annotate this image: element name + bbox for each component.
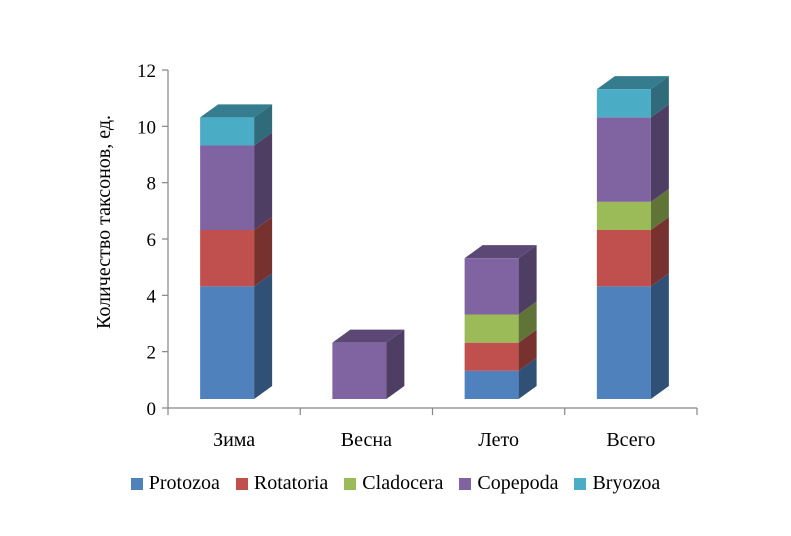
x-category-label: Лето	[478, 429, 519, 451]
bar-side	[518, 245, 537, 315]
bar-top	[200, 104, 273, 118]
legend-item: Rotatoria	[235, 472, 329, 495]
x-category-label: Весна	[341, 429, 392, 451]
bar-side	[518, 301, 537, 343]
y-tick-label: 12	[137, 61, 156, 82]
y-tick-label: 0	[147, 399, 157, 420]
legend-swatch	[459, 477, 472, 490]
y-tick-label: 6	[147, 230, 157, 251]
bar-front	[332, 342, 387, 399]
bar-side	[650, 188, 669, 230]
x-category-label: Зима	[213, 429, 255, 451]
legend-label: Cladocera	[362, 472, 444, 494]
legend-item: Copepoda	[459, 472, 558, 495]
y-tick-label: 8	[147, 174, 157, 195]
x-categories: Зима Весна Лето Всего	[213, 429, 655, 451]
bar-segment-bryozoa	[596, 76, 669, 118]
bar-side	[254, 217, 273, 287]
bar-side	[386, 329, 405, 399]
bar-side	[518, 357, 537, 399]
y-ticks: 0 2 4 6 8 10 12	[137, 61, 157, 420]
y-tick-label: 4	[147, 286, 157, 307]
bar-segment-copepoda	[332, 329, 405, 399]
bar-front	[464, 370, 519, 399]
bar-segment-rotatoria	[200, 217, 273, 287]
bar-front	[464, 314, 519, 343]
legend-label: Bryozoa	[592, 472, 661, 494]
bar-front	[200, 117, 255, 146]
legend-label: Copepoda	[477, 472, 559, 494]
bar-segment-protozoa	[200, 273, 273, 399]
legend: Protozoa Rotatoria Cladocera Copepoda Bryozo…	[0, 472, 791, 495]
y-tick-label: 2	[147, 343, 157, 364]
legend-item: Cladocera	[344, 472, 443, 495]
bar-segment-copepoda	[200, 132, 273, 230]
x-category-label: Всего	[606, 429, 655, 451]
bar-segment-copepoda	[464, 245, 537, 315]
bar-front	[596, 89, 651, 118]
bar-side	[518, 329, 537, 371]
bar-front	[596, 117, 651, 202]
bar-front	[596, 286, 651, 399]
bar-side	[254, 104, 273, 146]
legend-item: Protozoa	[130, 472, 220, 495]
bars	[200, 76, 669, 399]
legend-swatch	[235, 477, 248, 490]
legend-item: Bryozoa	[574, 472, 660, 495]
bar-segment-copepoda	[596, 104, 669, 202]
bar-top	[332, 329, 405, 343]
bar-top	[464, 245, 537, 259]
legend-label: Protozoa	[148, 472, 220, 494]
bar-side	[254, 132, 273, 230]
legend-swatch	[130, 477, 143, 490]
bar-side	[650, 273, 669, 399]
bar-front	[200, 230, 255, 287]
bar-segment-bryozoa	[200, 104, 273, 146]
bar-front	[200, 145, 255, 230]
bar-top	[596, 76, 669, 90]
bar-front	[596, 201, 651, 230]
bar-side	[650, 217, 669, 287]
bar-front	[200, 286, 255, 399]
bar-front	[596, 230, 651, 287]
bar-front	[464, 258, 519, 315]
bar-segment-cladocera	[596, 188, 669, 230]
legend-swatch	[574, 477, 587, 490]
bar-side	[254, 273, 273, 399]
bar-segment-cladocera	[464, 301, 537, 343]
bar-segment-protozoa	[596, 273, 669, 399]
legend-label: Rotatoria	[253, 472, 329, 494]
y-tick-label: 10	[137, 117, 156, 138]
legend-swatch	[344, 477, 357, 490]
bar-side	[650, 76, 669, 118]
bar-front	[464, 342, 519, 371]
axes	[162, 69, 698, 415]
bar-side	[650, 104, 669, 202]
y-axis-title: Количество таксонов, ед.	[93, 115, 115, 329]
bar-segment-rotatoria	[596, 217, 669, 287]
bar-segment-rotatoria	[464, 329, 537, 371]
bar-segment-protozoa	[464, 357, 537, 399]
